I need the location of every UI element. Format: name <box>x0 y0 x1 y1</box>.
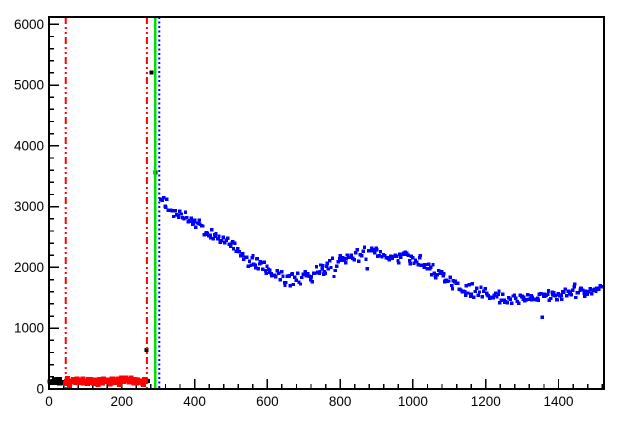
y-tick-label: 0 <box>36 382 44 397</box>
low-band-red-series <box>63 375 149 388</box>
x-tick-label: 0 <box>45 394 53 409</box>
axis-labels: 0 200 400 600 800 1000 1200 1400 0 1000 2000 3000 40… <box>14 17 574 409</box>
y-tick-label: 1000 <box>14 321 44 336</box>
y-tick-label: 6000 <box>14 17 44 32</box>
x-tick-label: 1400 <box>543 394 573 409</box>
x-tick-label: 800 <box>329 394 352 409</box>
plot-frame <box>48 16 605 390</box>
y-tick-label: 2000 <box>14 260 44 275</box>
x-tick-label: 1200 <box>471 394 501 409</box>
y-tick-label: 4000 <box>14 138 44 153</box>
x-tick-label: 600 <box>256 394 279 409</box>
x-tick-label: 400 <box>183 394 206 409</box>
spectrum-blue-series <box>159 195 604 319</box>
low-band-black-series <box>47 376 67 386</box>
x-tick-label: 200 <box>111 394 134 409</box>
x-tick-label: 1000 <box>398 394 428 409</box>
y-tick-label: 5000 <box>14 78 44 93</box>
y-tick-label: 3000 <box>14 199 44 214</box>
axis-ticks <box>48 23 603 390</box>
